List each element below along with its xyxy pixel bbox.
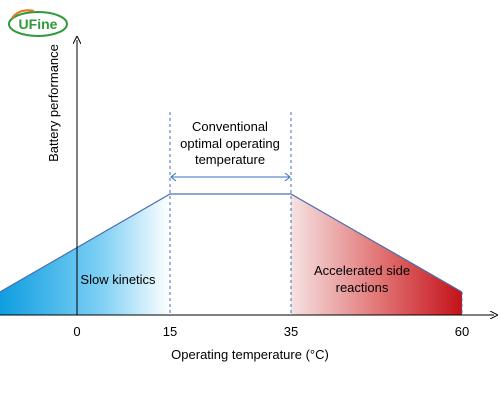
optimal-range-bracket — [170, 172, 291, 182]
optimal-label-line3: temperature — [195, 152, 265, 167]
optimal-label-line1: Conventional — [192, 119, 268, 134]
hot-region — [291, 194, 462, 315]
ufine-logo: UFine — [8, 9, 68, 37]
tick-label-0: 0 — [73, 324, 80, 339]
performance-curve — [0, 193, 463, 293]
tick-label-35: 35 — [284, 324, 298, 339]
logo-swoosh — [11, 9, 35, 19]
optimal-region — [170, 194, 291, 315]
tick-label-15: 15 — [163, 324, 177, 339]
side-reactions-label-line2: reactions — [336, 280, 389, 295]
cold-region — [0, 194, 170, 315]
tick-label-60: 60 — [455, 324, 469, 339]
slow-kinetics-label: Slow kinetics — [80, 272, 156, 287]
side-reactions-label-line1: Accelerated side — [314, 263, 410, 278]
logo-text: UFine — [19, 16, 58, 32]
x-axis-label: Operating temperature (°C) — [171, 347, 329, 362]
y-axis-label: Battery performance — [46, 44, 61, 162]
optimal-label-line2: optimal operating — [180, 136, 280, 151]
